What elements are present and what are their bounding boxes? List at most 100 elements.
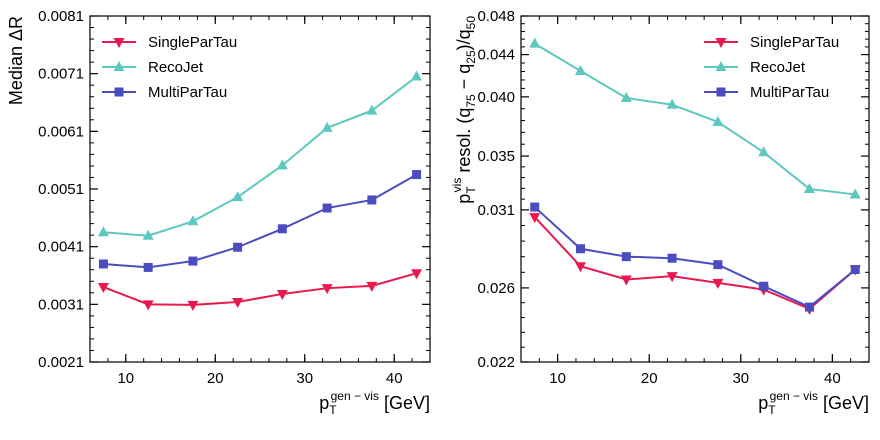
- data-point: [575, 65, 587, 76]
- legend-marker: [113, 61, 125, 71]
- y-tick-label: 0.026: [477, 280, 515, 297]
- data-point: [666, 98, 678, 109]
- data-point: [576, 244, 586, 254]
- legend-label: MultiParTau: [148, 84, 227, 101]
- y-tick-label: 0.0071: [38, 66, 84, 83]
- data-point: [667, 253, 677, 263]
- series-SingleParTau: [529, 213, 861, 315]
- series-line: [534, 216, 856, 311]
- y-tick-label: 0.0031: [38, 296, 84, 313]
- legend: SingleParTau RecoJet MultiParTau: [102, 34, 237, 101]
- data-point: [759, 281, 769, 291]
- series-line: [103, 75, 418, 237]
- y-tick-label: 0.031: [477, 202, 515, 219]
- x-tick-label: 10: [549, 370, 566, 387]
- x-tick-label: 30: [296, 370, 313, 387]
- x-axis-label: pTgen − vis [GeV]: [758, 389, 869, 417]
- data-point: [366, 281, 378, 292]
- y-tick-label: 0.044: [477, 47, 515, 64]
- data-point: [232, 298, 244, 309]
- data-point: [367, 195, 377, 205]
- data-point: [232, 191, 244, 202]
- data-point: [143, 262, 153, 272]
- series-SingleParTau: [97, 269, 423, 311]
- y-tick-label: 0.0021: [38, 354, 84, 371]
- x-tick-label: 40: [824, 370, 841, 387]
- data-point: [803, 182, 815, 193]
- y-tick-label: 0.0051: [38, 181, 84, 198]
- data-point: [804, 302, 814, 312]
- legend-marker: [114, 87, 124, 97]
- data-point: [187, 215, 199, 226]
- legend-label: RecoJet: [750, 59, 806, 76]
- data-point: [321, 121, 333, 132]
- data-point: [276, 159, 288, 170]
- series-line: [534, 42, 856, 196]
- y-tick-label: 0.0061: [38, 123, 84, 140]
- data-point: [666, 272, 678, 283]
- x-tick-label: 10: [117, 370, 134, 387]
- x-axis-label: pTgen − vis [GeV]: [319, 389, 430, 417]
- data-point: [620, 91, 632, 102]
- data-point: [188, 256, 198, 266]
- data-point: [97, 283, 109, 294]
- series-MultiParTau: [98, 170, 422, 272]
- data-point: [713, 260, 723, 270]
- data-point: [233, 242, 243, 252]
- chart-pt-resolution: 10 20 30 40 0.022 0.026 0.031 0.035 0.040 0.044 0.…: [450, 8, 870, 417]
- legend-marker: [715, 61, 727, 71]
- plot-frame: [89, 15, 431, 363]
- data-point: [276, 289, 288, 300]
- data-point: [142, 229, 154, 240]
- legend-label: SingleParTau: [750, 34, 839, 51]
- y-tick-label: 0.035: [477, 148, 515, 165]
- data-point: [621, 252, 631, 262]
- y-tick-label: 0.022: [477, 354, 515, 371]
- series-line: [534, 206, 856, 309]
- data-point: [411, 70, 423, 81]
- series-RecoJet: [97, 70, 423, 240]
- x-tick-label: 20: [641, 370, 658, 387]
- legend-marker: [715, 38, 727, 48]
- y-tick-label: 0.0041: [38, 239, 84, 256]
- data-point: [575, 262, 587, 273]
- legend-marker: [113, 38, 125, 48]
- data-point: [97, 226, 109, 237]
- x-tick-label: 40: [386, 370, 403, 387]
- plot-frame: [520, 15, 870, 363]
- data-point: [321, 284, 333, 295]
- data-point: [277, 224, 287, 234]
- series-line: [103, 272, 417, 306]
- legend-label: MultiParTau: [750, 84, 829, 101]
- data-point: [366, 104, 378, 115]
- y-axis-label: pTvis resol. (q75 − q25)/q50: [450, 16, 478, 204]
- y-tick-label: 0.0081: [38, 8, 84, 25]
- chart-median-delta-r: 10 20 30 40 0.0021 0.0031 0.0041 0.0051 0.0061 0.…: [6, 8, 431, 417]
- data-point: [620, 275, 632, 286]
- data-point: [712, 115, 724, 126]
- data-point: [758, 146, 770, 157]
- data-point: [712, 278, 724, 289]
- x-tick-label: 30: [732, 370, 749, 387]
- y-tick-label: 0.048: [477, 8, 515, 25]
- data-point: [850, 265, 860, 275]
- y-tick-label: 0.040: [477, 89, 515, 106]
- x-tick-label: 20: [207, 370, 224, 387]
- legend: SingleParTau RecoJet MultiParTau: [704, 34, 839, 101]
- data-point: [322, 203, 332, 213]
- data-point: [187, 300, 199, 311]
- data-point: [530, 202, 540, 212]
- data-point: [98, 259, 108, 269]
- data-point: [529, 213, 541, 224]
- data-point: [411, 269, 423, 280]
- legend-label: RecoJet: [148, 59, 204, 76]
- data-point: [849, 188, 861, 199]
- series-RecoJet: [529, 37, 861, 199]
- series-MultiParTau: [530, 202, 860, 312]
- y-axis-label: Median ΔR: [6, 16, 26, 105]
- data-point: [142, 300, 154, 311]
- series-line: [103, 173, 418, 269]
- data-point: [412, 170, 422, 180]
- legend-label: SingleParTau: [148, 34, 237, 51]
